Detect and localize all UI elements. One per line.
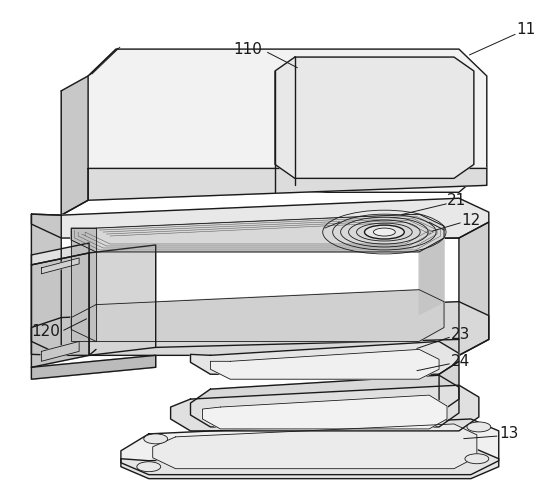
Text: 110: 110 [234, 42, 263, 57]
Text: 120: 120 [31, 324, 60, 339]
Polygon shape [71, 228, 96, 341]
Polygon shape [459, 222, 489, 355]
Polygon shape [32, 355, 156, 379]
Polygon shape [439, 361, 459, 413]
Polygon shape [210, 349, 439, 379]
Text: 12: 12 [461, 213, 481, 227]
Polygon shape [71, 290, 444, 341]
Text: 23: 23 [451, 327, 471, 342]
Polygon shape [275, 57, 474, 178]
Polygon shape [42, 258, 79, 274]
Polygon shape [153, 424, 477, 469]
Polygon shape [71, 214, 444, 252]
Ellipse shape [467, 422, 491, 432]
Polygon shape [210, 349, 439, 379]
Polygon shape [275, 57, 474, 178]
Polygon shape [190, 341, 459, 374]
Polygon shape [419, 238, 444, 314]
Ellipse shape [374, 228, 395, 236]
Polygon shape [61, 76, 88, 215]
Polygon shape [42, 341, 79, 361]
Polygon shape [121, 419, 499, 475]
Polygon shape [71, 290, 444, 341]
Polygon shape [32, 253, 89, 367]
Polygon shape [89, 245, 156, 355]
Polygon shape [32, 198, 489, 238]
Polygon shape [88, 49, 487, 192]
Polygon shape [32, 302, 489, 355]
Polygon shape [190, 375, 459, 427]
Polygon shape [170, 385, 479, 431]
Polygon shape [190, 375, 459, 427]
Polygon shape [32, 355, 156, 379]
Polygon shape [42, 341, 79, 361]
Polygon shape [32, 214, 61, 355]
Polygon shape [459, 222, 489, 355]
Polygon shape [32, 253, 89, 367]
Ellipse shape [465, 454, 489, 464]
Polygon shape [88, 169, 487, 200]
Polygon shape [32, 214, 61, 355]
Polygon shape [32, 198, 489, 238]
Polygon shape [71, 214, 444, 252]
Ellipse shape [365, 225, 404, 239]
Polygon shape [439, 361, 459, 413]
Polygon shape [61, 76, 88, 215]
Polygon shape [88, 49, 487, 192]
Polygon shape [170, 385, 479, 431]
Polygon shape [153, 424, 477, 469]
Polygon shape [88, 169, 487, 200]
Polygon shape [121, 447, 499, 479]
Polygon shape [121, 447, 499, 479]
Polygon shape [203, 395, 447, 429]
Text: 21: 21 [447, 193, 467, 208]
Text: 13: 13 [499, 426, 518, 441]
Polygon shape [190, 341, 459, 374]
Polygon shape [89, 245, 156, 355]
Polygon shape [71, 228, 96, 341]
Polygon shape [203, 395, 447, 429]
Polygon shape [32, 302, 489, 355]
Ellipse shape [137, 462, 161, 472]
Ellipse shape [144, 434, 168, 444]
Polygon shape [121, 419, 499, 475]
Text: 24: 24 [451, 354, 471, 369]
Polygon shape [42, 258, 79, 274]
Polygon shape [32, 243, 89, 265]
Polygon shape [32, 243, 89, 265]
Text: 11: 11 [516, 22, 535, 37]
